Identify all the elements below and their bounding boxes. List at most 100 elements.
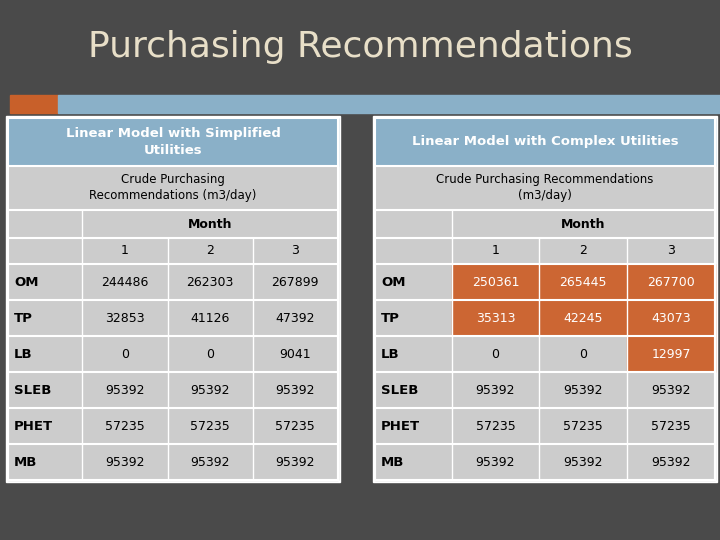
Bar <box>253 336 338 372</box>
Text: 57235: 57235 <box>651 420 691 433</box>
Bar <box>375 336 451 372</box>
Text: TP: TP <box>381 312 400 325</box>
Text: 57235: 57235 <box>105 420 145 433</box>
Bar <box>82 300 168 336</box>
Text: 57235: 57235 <box>190 420 230 433</box>
Bar <box>375 238 451 264</box>
Text: 0: 0 <box>206 348 214 361</box>
Bar <box>253 238 338 264</box>
Bar <box>375 444 451 480</box>
Text: 0: 0 <box>580 348 588 361</box>
Bar <box>8 372 82 408</box>
Bar <box>253 372 338 408</box>
Text: MB: MB <box>14 456 37 469</box>
Text: 41126: 41126 <box>190 312 230 325</box>
Bar <box>8 408 82 444</box>
Text: 0: 0 <box>492 348 500 361</box>
Bar <box>451 372 539 408</box>
Text: 57235: 57235 <box>563 420 603 433</box>
Bar <box>6 116 340 482</box>
Bar <box>253 264 338 300</box>
Text: PHET: PHET <box>381 420 420 433</box>
Bar <box>82 336 168 372</box>
Text: 267700: 267700 <box>647 275 695 288</box>
Bar <box>168 408 253 444</box>
Bar <box>253 444 338 480</box>
Text: 95392: 95392 <box>564 456 603 469</box>
Text: Month: Month <box>561 218 606 231</box>
Text: 262303: 262303 <box>186 275 234 288</box>
Bar <box>375 264 451 300</box>
Bar <box>168 372 253 408</box>
Text: 244486: 244486 <box>102 275 148 288</box>
Bar <box>539 408 627 444</box>
Bar <box>168 444 253 480</box>
Bar <box>82 238 168 264</box>
Text: MB: MB <box>381 456 405 469</box>
Bar <box>168 238 253 264</box>
Text: 95392: 95392 <box>476 383 516 396</box>
Bar <box>451 238 539 264</box>
Bar <box>373 116 717 482</box>
Bar <box>375 408 451 444</box>
Bar <box>627 372 715 408</box>
Bar <box>8 238 82 264</box>
Bar <box>82 210 338 238</box>
Text: 250361: 250361 <box>472 275 519 288</box>
Bar <box>8 444 82 480</box>
Text: Month: Month <box>188 218 233 231</box>
Bar <box>375 300 451 336</box>
Text: TP: TP <box>14 312 33 325</box>
Text: SLEB: SLEB <box>14 383 51 396</box>
Text: 3: 3 <box>292 245 300 258</box>
Text: 95392: 95392 <box>105 456 145 469</box>
Text: 0: 0 <box>121 348 129 361</box>
Bar <box>168 264 253 300</box>
Bar <box>627 264 715 300</box>
Bar <box>8 300 82 336</box>
Bar <box>539 264 627 300</box>
Bar <box>8 118 338 166</box>
Bar <box>82 444 168 480</box>
Text: 95392: 95392 <box>190 456 230 469</box>
Text: 95392: 95392 <box>276 383 315 396</box>
Text: 9041: 9041 <box>279 348 311 361</box>
Text: 12997: 12997 <box>652 348 690 361</box>
Bar <box>539 444 627 480</box>
Bar <box>451 210 715 238</box>
Bar <box>8 336 82 372</box>
Bar <box>539 336 627 372</box>
Bar <box>627 444 715 480</box>
Bar <box>451 444 539 480</box>
Text: 95392: 95392 <box>652 456 690 469</box>
Text: Linear Model with Simplified
Utilities: Linear Model with Simplified Utilities <box>66 127 280 157</box>
Text: OM: OM <box>14 275 38 288</box>
Bar <box>451 264 539 300</box>
Bar <box>8 210 82 238</box>
Text: Crude Purchasing
Recommendations (m3/day): Crude Purchasing Recommendations (m3/day… <box>89 173 257 202</box>
Text: 95392: 95392 <box>105 383 145 396</box>
Text: Crude Purchasing Recommendations
(m3/day): Crude Purchasing Recommendations (m3/day… <box>436 173 654 202</box>
Bar <box>539 238 627 264</box>
Text: PHET: PHET <box>14 420 53 433</box>
Text: 2: 2 <box>580 245 588 258</box>
Text: 47392: 47392 <box>276 312 315 325</box>
Bar <box>10 95 58 113</box>
Bar <box>253 408 338 444</box>
Bar <box>375 118 715 166</box>
Bar <box>627 238 715 264</box>
Bar <box>375 372 451 408</box>
Text: 1: 1 <box>492 245 500 258</box>
Text: 42245: 42245 <box>564 312 603 325</box>
Bar <box>451 300 539 336</box>
Text: 3: 3 <box>667 245 675 258</box>
Text: 265445: 265445 <box>559 275 607 288</box>
Bar <box>168 336 253 372</box>
Bar <box>539 372 627 408</box>
Bar <box>168 300 253 336</box>
Bar <box>627 336 715 372</box>
Bar <box>253 300 338 336</box>
Bar <box>375 210 451 238</box>
Text: 95392: 95392 <box>476 456 516 469</box>
Text: LB: LB <box>14 348 32 361</box>
